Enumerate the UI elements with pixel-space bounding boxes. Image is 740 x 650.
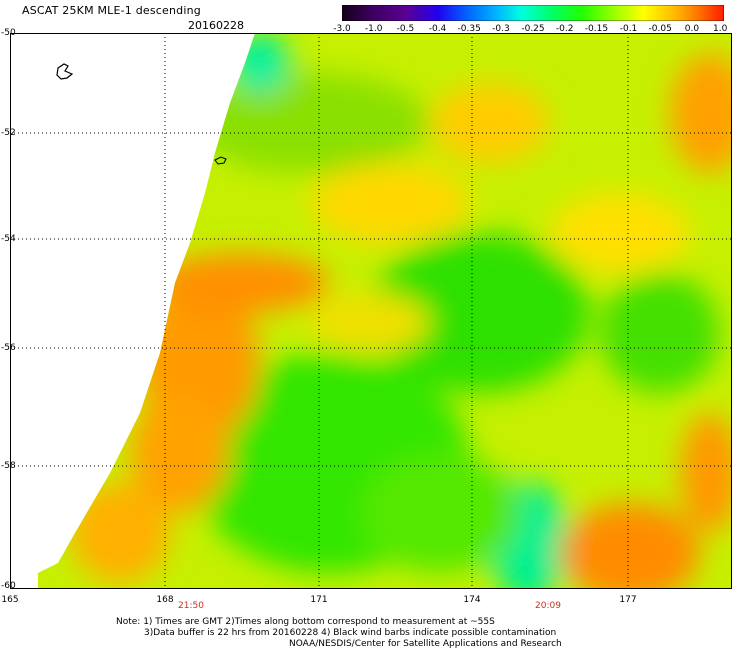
lat-label: -58 (1, 461, 16, 471)
colorbar-label: -0.4 (428, 24, 447, 34)
lat-label: -54 (1, 234, 16, 244)
island-outline (214, 156, 227, 165)
colorbar-label: -0.2 (555, 24, 574, 34)
lon-label: 171 (310, 595, 328, 605)
note-line: NOAA/NESDIS/Center for Satellite Applica… (289, 639, 562, 649)
wind-field (38, 33, 732, 589)
lat-label: -52 (1, 128, 16, 138)
lat-label: -50 (1, 28, 16, 38)
map-frame (10, 33, 732, 589)
colorbar-label: -0.15 (584, 24, 609, 34)
map-date: 20160228 (188, 19, 244, 32)
map-title: ASCAT 25KM MLE-1 descending (22, 4, 201, 17)
colorbar-label: -0.1 (619, 24, 638, 34)
colorbar-labels: -3.0 -1.0 -0.5 -0.4 -0.35 -0.3 -0.25 -0.… (333, 24, 728, 36)
note-line: 3)Data buffer is 22 hrs from 20160228 4)… (144, 628, 557, 638)
graticule (10, 33, 732, 589)
colorbar-label: -0.05 (648, 24, 672, 34)
colorbar-label: -3.0 (333, 24, 351, 34)
colorbar-label: -0.25 (521, 24, 545, 34)
lat-label: -56 (1, 343, 16, 353)
lon-label: 174 (463, 595, 481, 605)
colorbar (342, 5, 724, 21)
colorbar-label: -1.0 (364, 24, 383, 34)
lat-label: -60 (1, 581, 16, 591)
lon-label: 165 (1, 595, 19, 605)
note-line: Note: 1) Times are GMT 2)Times along bot… (116, 617, 495, 627)
colorbar-label: 0.0 (684, 24, 700, 34)
lon-label: 168 (156, 595, 174, 605)
map-panel (10, 33, 732, 589)
pass-time-label: 20:09 (535, 601, 561, 611)
colorbar-label: -0.35 (457, 24, 481, 34)
island-outline (56, 63, 74, 80)
colorbar-label: -0.3 (492, 24, 510, 34)
lon-label: 177 (619, 595, 637, 605)
pass-time-label: 21:50 (178, 601, 204, 611)
colorbar-label: -0.5 (396, 24, 415, 34)
colorbar-label: 1.0 (713, 24, 728, 34)
